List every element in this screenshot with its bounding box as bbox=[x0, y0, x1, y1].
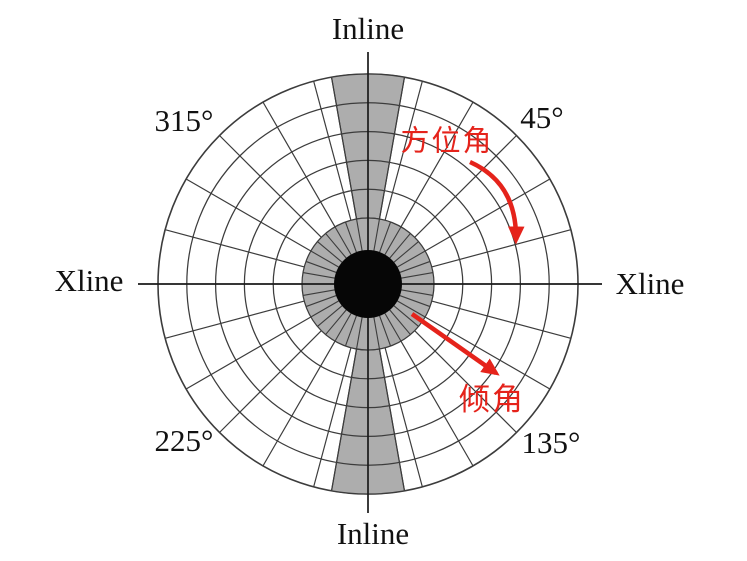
label-45-degrees: 45° bbox=[520, 100, 563, 135]
annulus-spoke bbox=[399, 289, 434, 297]
annulus-spoke bbox=[399, 271, 434, 279]
annulus-spoke bbox=[355, 315, 363, 350]
annulus-spoke bbox=[395, 299, 426, 318]
annulus-spoke bbox=[373, 218, 381, 253]
annulus-spoke bbox=[397, 260, 431, 274]
grid-spoke bbox=[378, 77, 406, 220]
label-xline-right: Xline bbox=[616, 266, 685, 301]
label-135-degrees: 135° bbox=[522, 425, 581, 460]
grid-spoke bbox=[378, 348, 406, 491]
grid-spoke bbox=[262, 340, 336, 467]
center-disk-layer bbox=[334, 250, 402, 318]
grid-spoke bbox=[384, 81, 423, 221]
grid-spoke bbox=[414, 135, 517, 238]
annulus-spoke bbox=[317, 241, 344, 264]
grid-spoke bbox=[414, 330, 517, 433]
dip-straight-arrow bbox=[410, 312, 500, 376]
annulus-spoke bbox=[378, 313, 392, 347]
annulus-spoke bbox=[344, 221, 358, 255]
grid-spoke bbox=[219, 330, 322, 433]
azimuth-curved-arrow bbox=[469, 159, 525, 245]
label-azimuth-angle: 方位角 bbox=[400, 125, 493, 158]
annulus-spoke bbox=[388, 233, 411, 260]
annulus-spoke bbox=[392, 241, 419, 264]
annulus-spoke bbox=[397, 294, 431, 308]
label-315-degrees: 315° bbox=[155, 103, 214, 138]
grid-spoke bbox=[165, 229, 305, 268]
annulus-spoke bbox=[344, 313, 358, 347]
grid-spoke bbox=[262, 101, 336, 228]
center-black-disk bbox=[334, 250, 402, 318]
annulus-spoke bbox=[325, 233, 348, 260]
annulus-spoke bbox=[383, 226, 402, 257]
annulus-spoke bbox=[378, 221, 392, 255]
grid-spoke bbox=[185, 316, 312, 390]
annulus-spoke bbox=[355, 218, 363, 253]
annulus-spoke bbox=[310, 250, 341, 269]
annulus-spoke bbox=[325, 308, 348, 335]
annulus-spoke bbox=[310, 299, 341, 318]
annulus-spoke bbox=[392, 304, 419, 327]
grid-spoke bbox=[185, 178, 312, 252]
annulus-spoke bbox=[302, 271, 337, 279]
annulus-spoke bbox=[305, 260, 339, 274]
grid-spoke bbox=[330, 348, 358, 491]
label-225-degrees: 225° bbox=[155, 423, 214, 458]
grid-spoke bbox=[219, 135, 322, 238]
annulus-spoke bbox=[305, 294, 339, 308]
annulus-spoke bbox=[317, 304, 344, 327]
label-inline-top: Inline bbox=[332, 11, 404, 46]
grid-spoke bbox=[400, 340, 474, 467]
grid-spoke bbox=[400, 101, 474, 228]
grid-spoke bbox=[330, 77, 358, 220]
grid-spoke bbox=[424, 178, 551, 252]
annulus-spoke bbox=[302, 289, 337, 297]
grid-spoke bbox=[424, 316, 551, 390]
label-inline-bottom: Inline bbox=[337, 516, 409, 551]
grid-spoke bbox=[313, 81, 352, 221]
grid-spoke bbox=[165, 300, 305, 339]
annulus-spoke bbox=[334, 226, 353, 257]
annulus-spoke bbox=[395, 250, 426, 269]
label-xline-left: Xline bbox=[55, 263, 124, 298]
grid-spoke bbox=[431, 229, 571, 268]
grid-spoke bbox=[384, 347, 423, 487]
annulus-spoke bbox=[383, 311, 402, 342]
annulus-spoke bbox=[373, 315, 381, 350]
annulus-spoke bbox=[334, 311, 353, 342]
annulus-spoke bbox=[388, 308, 411, 335]
label-dip-angle: 倾角 bbox=[459, 382, 525, 417]
grid-spoke bbox=[313, 347, 352, 487]
grid-spoke bbox=[431, 300, 571, 339]
